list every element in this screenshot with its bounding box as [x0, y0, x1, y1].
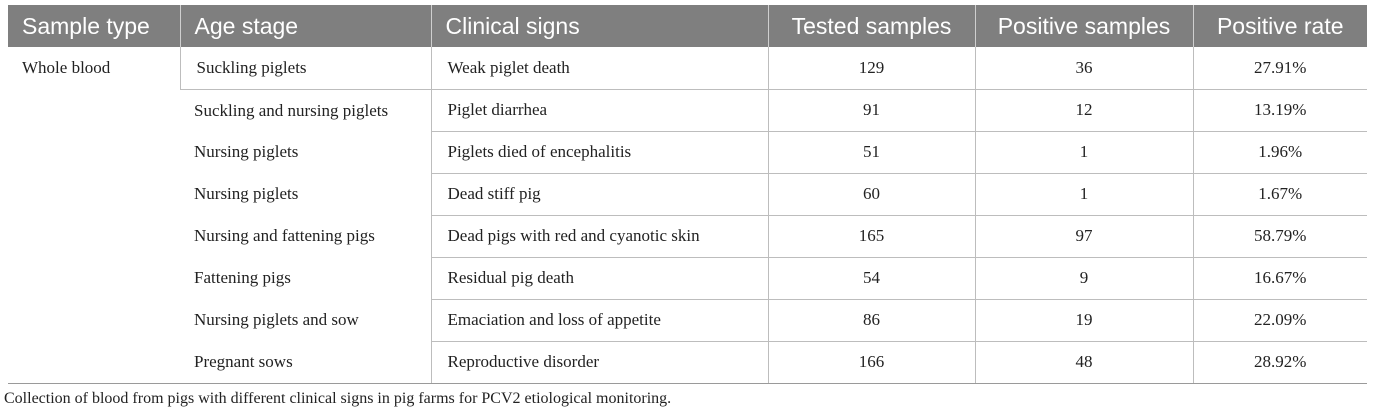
header-age-stage: Age stage: [179, 5, 431, 47]
cell-tested-samples: 60: [767, 173, 975, 216]
cell-age-stage: Nursing piglets: [194, 184, 299, 203]
table-row: Nursing piglets and sow Emaciation and l…: [8, 299, 1367, 342]
cell-clinical-signs: Emaciation and loss of appetite: [430, 299, 768, 342]
cell-clinical-signs: Residual pig death: [430, 257, 768, 300]
cell-positive-rate: 27.91%: [1192, 47, 1367, 90]
header-row: Sample type Age stage Clinical signs Tes…: [8, 5, 1367, 47]
cell-positive-rate: 58.79%: [1192, 215, 1367, 258]
table-row: Nursing piglets Piglets died of encephal…: [8, 131, 1367, 174]
cell-positive-samples: 1: [974, 131, 1193, 174]
cell-positive-samples: 36: [974, 47, 1193, 90]
cell-clinical-signs: Piglets died of encephalitis: [430, 131, 768, 174]
cell-age-stage: Nursing and fattening pigs: [194, 226, 375, 245]
cell-positive-rate: 28.92%: [1192, 341, 1367, 384]
cell-age-stage: Pregnant sows: [180, 341, 431, 384]
cell-clinical-signs: Dead pigs with red and cyanotic skin: [430, 215, 768, 258]
table-row: Pregnant sows Reproductive disorder 166 …: [8, 341, 1367, 384]
cell-tested-samples: 166: [767, 341, 975, 384]
cell-tested-samples: 91: [767, 89, 975, 132]
cell-clinical-signs: Reproductive disorder: [430, 341, 768, 384]
cell-positive-samples: 12: [974, 89, 1193, 132]
header-tested-samples: Tested samples: [767, 5, 975, 47]
table-header: Sample type Age stage Clinical signs Tes…: [8, 5, 1367, 47]
cell-clinical-signs: Piglet diarrhea: [430, 89, 768, 132]
cell-tested-samples: 86: [767, 299, 975, 342]
table-caption: Collection of blood from pigs with diffe…: [4, 390, 672, 407]
cell-age-stage: Fattening pigs: [194, 268, 291, 287]
cell-positive-samples: 19: [974, 299, 1193, 342]
cell-age-stage: Suckling piglets: [179, 47, 431, 90]
table-row: Nursing and fattening pigs Dead pigs wit…: [8, 215, 1367, 258]
cell-tested-samples: 165: [767, 215, 975, 258]
cell-sample-type: Whole blood: [22, 58, 111, 77]
data-table: Sample type Age stage Clinical signs Tes…: [8, 5, 1367, 384]
cell-age-stage: Suckling and nursing piglets: [194, 100, 389, 120]
cell-positive-rate: 1.67%: [1192, 173, 1367, 216]
cell-positive-samples: 9: [974, 257, 1193, 300]
header-clinical-signs: Clinical signs: [430, 5, 768, 47]
cell-tested-samples: 129: [767, 47, 975, 90]
cell-tested-samples: 51: [767, 131, 975, 174]
cell-positive-rate: 1.96%: [1192, 131, 1367, 174]
cell-positive-rate: 16.67%: [1192, 257, 1367, 300]
table-body: Whole blood Suckling piglets Weak piglet…: [8, 47, 1367, 384]
cell-clinical-signs: Weak piglet death: [430, 47, 768, 90]
cell-clinical-signs: Dead stiff pig: [430, 173, 768, 216]
cell-age-stage: Nursing piglets: [194, 142, 299, 161]
table-row: Suckling and nursing piglets Piglet diar…: [8, 89, 1367, 132]
header-sample-type: Sample type: [8, 5, 180, 47]
table-row: Fattening pigs Residual pig death 54 9 1…: [8, 257, 1367, 300]
cell-positive-rate: 22.09%: [1192, 299, 1367, 342]
table-row: Nursing piglets Dead stiff pig 60 1 1.67…: [8, 173, 1367, 216]
cell-tested-samples: 54: [767, 257, 975, 300]
header-positive-rate: Positive rate: [1192, 5, 1367, 47]
table-row: Whole blood Suckling piglets Weak piglet…: [8, 47, 1367, 90]
cell-positive-samples: 1: [974, 173, 1193, 216]
cell-age-stage: Nursing piglets and sow: [194, 310, 359, 329]
cell-positive-rate: 13.19%: [1192, 89, 1367, 132]
cell-positive-samples: 48: [974, 341, 1193, 384]
header-positive-samples: Positive samples: [974, 5, 1193, 47]
cell-positive-samples: 97: [974, 215, 1193, 258]
